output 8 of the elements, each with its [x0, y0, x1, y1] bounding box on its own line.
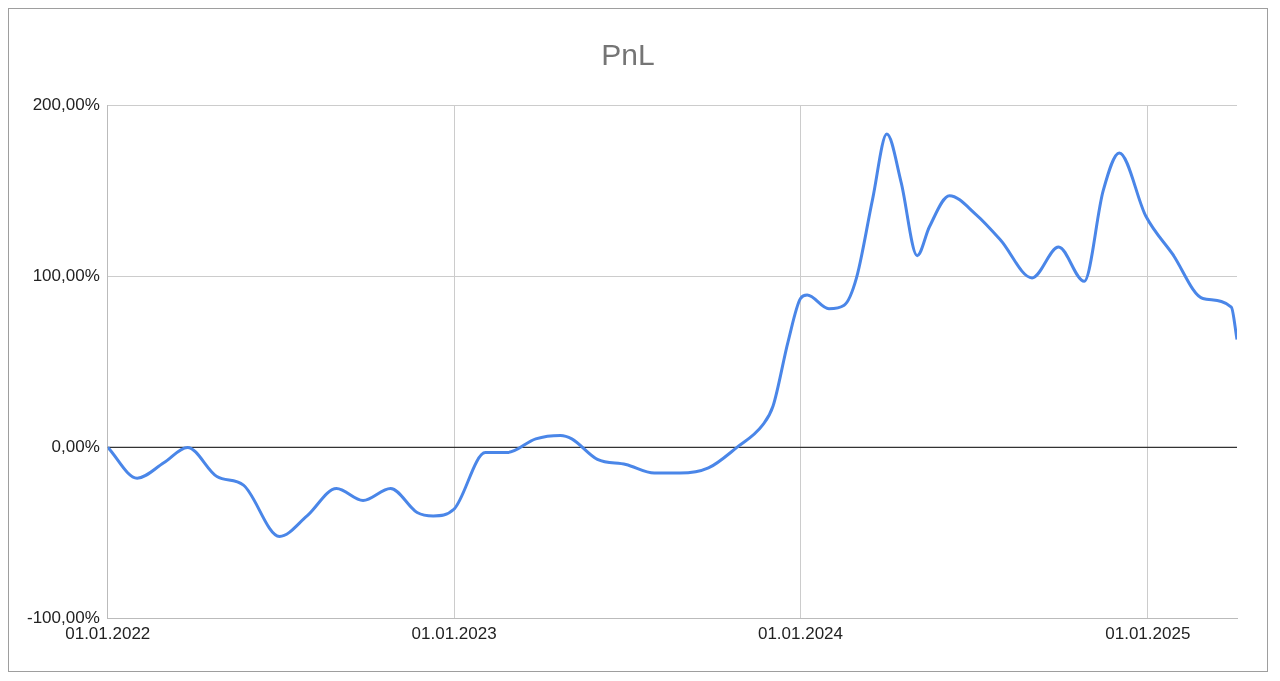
x-tick-label: 01.01.2025 — [1105, 624, 1191, 644]
y-tick-label: 200,00% — [32, 94, 100, 114]
y-tick-label: 0,00% — [51, 437, 100, 457]
chart-title: PnL — [601, 38, 655, 72]
x-tick-label: 01.01.2023 — [411, 624, 497, 644]
y-tick-label: 100,00% — [32, 265, 100, 285]
line-series — [107, 132, 1237, 538]
x-tick-label: 01.01.2024 — [757, 624, 844, 644]
